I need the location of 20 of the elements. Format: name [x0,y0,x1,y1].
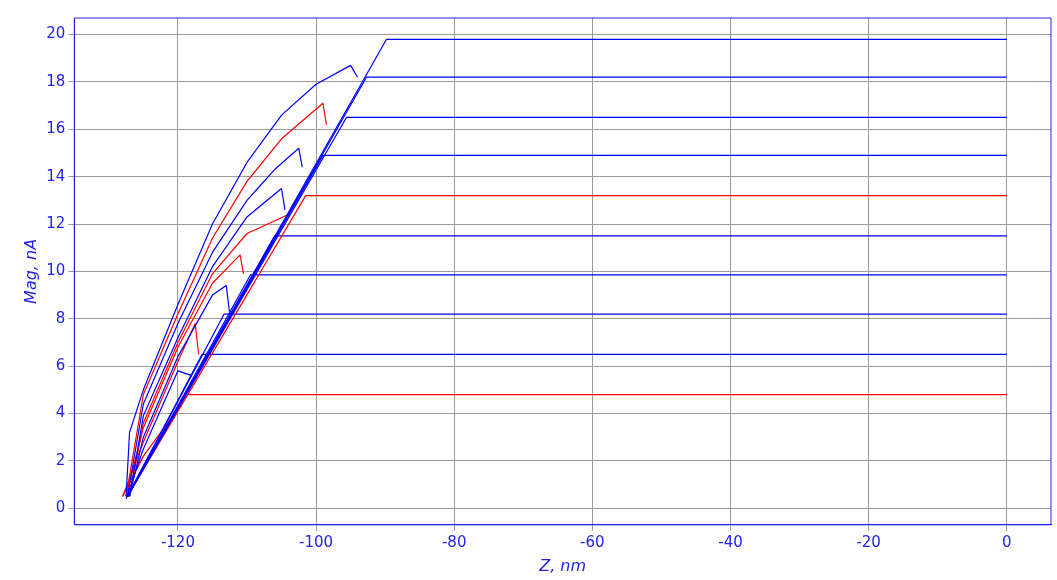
x-tick-label: -80 [441,532,467,551]
x-tick-label: -20 [856,532,881,551]
y-tick-label: 14 [46,166,66,185]
x-tick-label: 0 [1002,532,1012,551]
x-tick-label: -120 [160,532,195,551]
y-tick-label: 8 [55,308,66,327]
y-tick-label: 0 [55,498,66,517]
y-tick-label: 20 [46,24,66,43]
y-tick-label: 16 [46,119,66,138]
x-tick-label: -60 [580,532,605,551]
x-axis-title: Z, nm [538,555,587,575]
y-tick-label: 12 [46,213,66,232]
y-tick-label: 2 [55,450,66,469]
y-tick-label: 18 [46,71,66,90]
y-tick-label: 10 [46,261,66,280]
y-tick-label: 6 [55,356,66,375]
x-tick-label: -100 [299,532,334,551]
y-tick-label: 4 [55,403,66,422]
x-tick-label: -40 [718,532,743,551]
y-axis-title: Mag, nA [20,238,40,304]
